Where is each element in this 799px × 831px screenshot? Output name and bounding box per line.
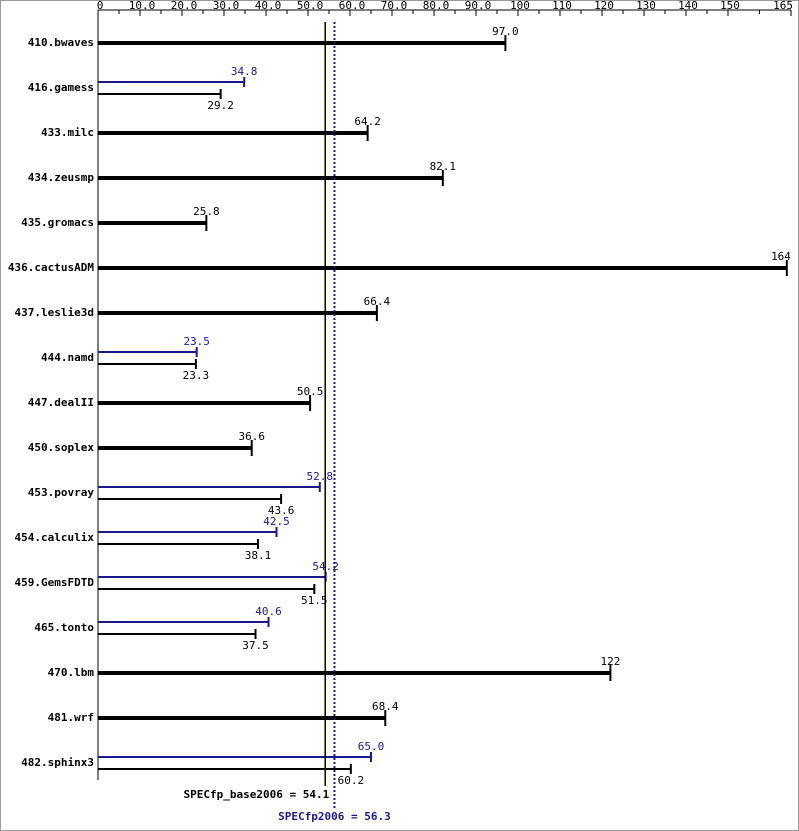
x-tick-label: 100 — [510, 0, 530, 12]
category-label: 436.cactusADM — [8, 261, 94, 274]
x-tick-label: 20.0 — [171, 0, 198, 12]
value-label: 50.5 — [297, 385, 324, 398]
category-label: 435.gromacs — [21, 216, 94, 229]
value-label: 52.8 — [307, 470, 334, 483]
x-tick-label: 140 — [678, 0, 698, 12]
value-label: 38.1 — [245, 549, 272, 562]
category-label: 433.milc — [41, 126, 94, 139]
value-label: 23.3 — [183, 369, 210, 382]
reference-label: SPECfp_base2006 = 54.1 — [184, 788, 330, 801]
value-label: 164 — [771, 250, 791, 263]
value-label: 51.5 — [301, 594, 328, 607]
value-label: 29.2 — [207, 99, 234, 112]
category-label: 416.gamess — [28, 81, 94, 94]
category-label: 481.wrf — [48, 711, 94, 724]
category-label: 434.zeusmp — [28, 171, 95, 184]
category-label: 470.lbm — [48, 666, 95, 679]
value-label: 40.6 — [255, 605, 282, 618]
x-tick-label: 30.0 — [213, 0, 240, 12]
category-label: 482.sphinx3 — [21, 756, 94, 769]
x-tick-label: 40.0 — [255, 0, 282, 12]
value-label: 65.0 — [358, 740, 385, 753]
x-tick-label: 150 — [720, 0, 740, 12]
value-label: 43.6 — [268, 504, 295, 517]
x-tick-label: 10.0 — [129, 0, 156, 12]
value-label: 25.8 — [193, 205, 220, 218]
value-label: 37.5 — [242, 639, 269, 652]
category-label: 447.dealII — [28, 396, 94, 409]
value-label: 68.4 — [372, 700, 399, 713]
x-tick-label: 130 — [636, 0, 656, 12]
x-tick-label: 0 — [97, 0, 104, 12]
category-label: 465.tonto — [34, 621, 94, 634]
x-tick-label: 50.0 — [297, 0, 324, 12]
x-tick-label: 60.0 — [339, 0, 366, 12]
category-label: 453.povray — [28, 486, 95, 499]
value-label: 34.8 — [231, 65, 258, 78]
category-label: 444.namd — [41, 351, 94, 364]
category-label: 454.calculix — [15, 531, 95, 544]
x-tick-label: 80.0 — [423, 0, 450, 12]
value-label: 122 — [600, 655, 620, 668]
value-label: 82.1 — [430, 160, 457, 173]
x-tick-label: 90.0 — [465, 0, 492, 12]
category-label: 437.leslie3d — [15, 306, 94, 319]
value-label: 36.6 — [238, 430, 265, 443]
value-label: 23.5 — [183, 335, 210, 348]
category-label: 459.GemsFDTD — [15, 576, 95, 589]
x-tick-label: 70.0 — [381, 0, 408, 12]
category-label: 450.soplex — [28, 441, 95, 454]
category-label: 410.bwaves — [28, 36, 94, 49]
value-label: 64.2 — [354, 115, 381, 128]
x-tick-label: 165 — [773, 0, 793, 12]
value-label: 66.4 — [364, 295, 391, 308]
x-tick-label: 120 — [594, 0, 614, 12]
reference-label: SPECfp2006 = 56.3 — [278, 810, 391, 823]
value-label: 60.2 — [338, 774, 365, 787]
value-label: 97.0 — [492, 25, 519, 38]
value-label: 42.5 — [263, 515, 290, 528]
x-tick-label: 110 — [552, 0, 572, 12]
